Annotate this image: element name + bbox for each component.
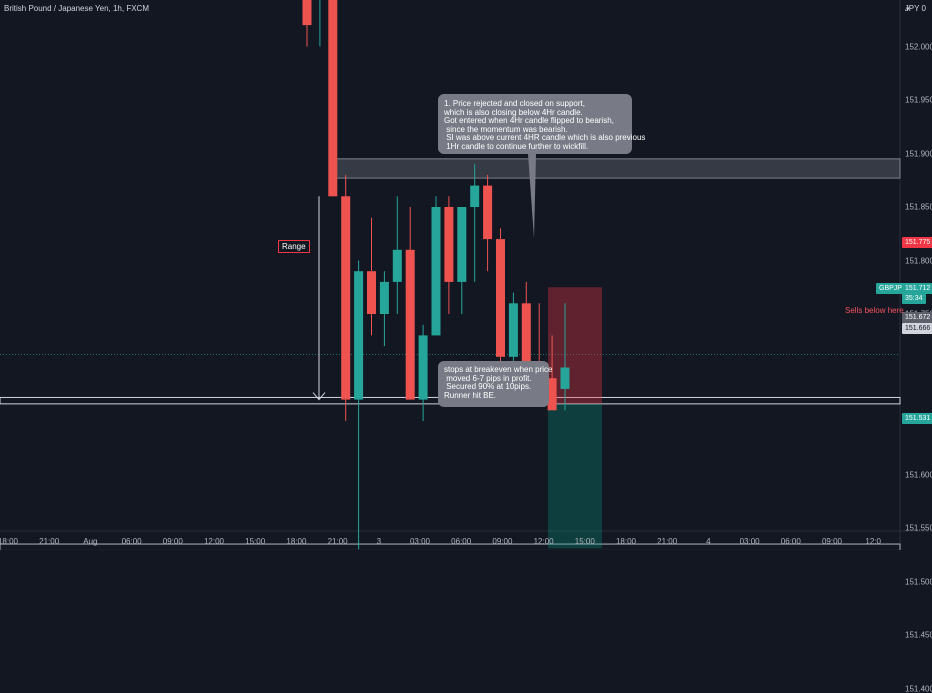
price-tag-level1: 151.672 xyxy=(902,312,932,323)
time-tick-label: 12:00 xyxy=(533,537,554,546)
time-tick-label: 21:00 xyxy=(657,537,678,546)
bearish-candle xyxy=(547,378,557,411)
time-tick-label: 18:00 xyxy=(0,537,19,546)
position-target-zone xyxy=(548,403,602,549)
bullish-candle xyxy=(431,207,441,336)
bullish-candle xyxy=(560,367,570,389)
time-tick-label: 06:00 xyxy=(780,537,801,546)
bullish-candle xyxy=(418,335,428,400)
time-tick-label: 15:00 xyxy=(574,537,595,546)
time-tick-label: 21:00 xyxy=(327,537,348,546)
price-tag-symbol: GBPJPY xyxy=(876,283,910,294)
time-tick-label: 09:00 xyxy=(162,537,183,546)
time-tick-label: 09:00 xyxy=(492,537,513,546)
time-tick-label: 06:00 xyxy=(121,537,142,546)
price-tick-label: 151.950 xyxy=(905,95,932,105)
chevron-down-icon[interactable]: ▾ xyxy=(906,6,910,13)
time-tick-label: 4 xyxy=(706,537,711,546)
bearish-candle xyxy=(483,185,493,240)
time-tick-label: 15:00 xyxy=(245,537,266,546)
stop-level-band xyxy=(0,543,901,550)
callout-pointer xyxy=(528,154,536,238)
range-label[interactable]: Range xyxy=(278,240,310,253)
price-tick-label: 151.900 xyxy=(905,149,932,158)
currency-label[interactable]: JPY 0 xyxy=(904,4,926,13)
chart-title: British Pound / Japanese Yen, 1h, FXCM xyxy=(4,4,149,13)
time-tick-label: 18:00 xyxy=(286,537,307,546)
price-tag-stop: 151.531 xyxy=(902,413,932,424)
price-chart[interactable] xyxy=(0,0,932,550)
time-tick-label: 03:00 xyxy=(739,537,760,546)
price-tick-label: 151.450 xyxy=(905,630,932,640)
bearish-candle xyxy=(302,0,312,26)
bearish-candle xyxy=(444,207,454,282)
bearish-candle xyxy=(328,0,338,197)
time-tick-label: 06:00 xyxy=(451,537,472,546)
position-stop-zone xyxy=(548,287,602,404)
price-tick-label: 151.550 xyxy=(905,523,932,533)
price-tick-label: 151.600 xyxy=(905,470,932,479)
bullish-candle xyxy=(470,185,480,207)
time-tick-label: 12:0 xyxy=(865,537,881,546)
bullish-candle xyxy=(457,207,467,282)
sells-below-label[interactable]: Sells below here xyxy=(845,306,904,315)
range-arrow-head xyxy=(312,392,326,401)
time-tick-label: Aug xyxy=(83,537,98,546)
bearish-candle xyxy=(405,249,415,400)
time-tick-label: 09:00 xyxy=(821,537,843,546)
bullish-candle xyxy=(379,281,389,314)
price-tick-label: 151.500 xyxy=(905,577,932,586)
bearish-candle xyxy=(341,196,351,400)
time-tick-label: 12:00 xyxy=(203,537,225,546)
price-tag-entry-top: 151.775 xyxy=(902,237,932,248)
time-tick-label: 21:00 xyxy=(39,537,60,546)
callout-note-entry[interactable]: 1. Price rejected and closed on support,… xyxy=(438,94,645,154)
bullish-candle xyxy=(354,271,364,400)
bearish-candle xyxy=(521,303,531,368)
price-tick-label: 151.800 xyxy=(905,256,932,265)
bearish-candle xyxy=(496,239,505,357)
bearish-candle xyxy=(367,271,376,314)
callout-note-stops[interactable]: stops at breakeven when price moved 6-7 … xyxy=(438,361,553,407)
bullish-candle xyxy=(392,249,402,282)
time-tick-label: 03:00 xyxy=(409,537,431,546)
price-tick-label: 151.400 xyxy=(905,684,932,693)
time-tick-label: 3 xyxy=(376,537,382,546)
price-tick-label: 152.000 xyxy=(905,42,932,51)
resistance-zone xyxy=(335,158,901,179)
price-tick-label: 151.850 xyxy=(905,202,932,212)
bullish-candle xyxy=(508,303,518,357)
time-tick-label: 18:00 xyxy=(615,537,637,546)
price-tag-countdown: 35:34 xyxy=(902,293,926,304)
price-tag-last: 151.712 xyxy=(902,283,932,294)
price-tag-level2: 151.666 xyxy=(902,323,932,334)
